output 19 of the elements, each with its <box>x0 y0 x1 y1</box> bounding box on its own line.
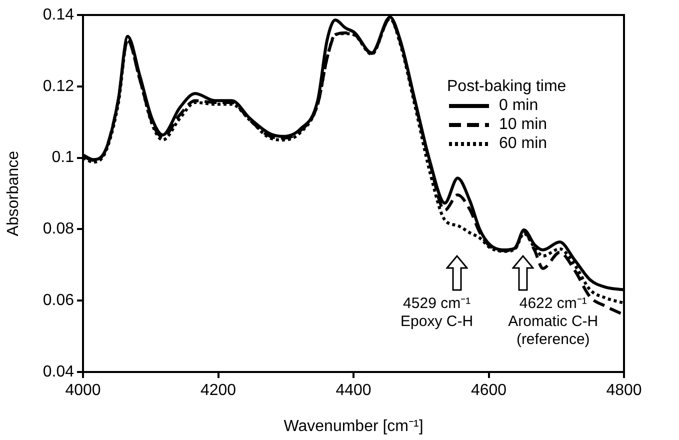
annotation: 4529 cm⁻¹ Epoxy C-H <box>400 295 474 331</box>
legend-title: Post-baking time <box>447 77 566 96</box>
y-tick-label: 0.04 <box>42 363 74 380</box>
x-tick-label: 4800 <box>606 382 642 400</box>
y-tick-label: 0.14 <box>42 6 74 24</box>
legend-label: 10 min <box>499 115 548 134</box>
y-tick-label: 0.08 <box>42 220 74 238</box>
y-tick-label: 0.1 <box>52 149 74 166</box>
y-tick-label: 0.06 <box>42 292 74 310</box>
x-tick-label: 4600 <box>470 382 507 400</box>
x-tick-label: 4400 <box>336 382 372 400</box>
legend-label: 0 min <box>499 96 538 115</box>
annotation: 4622 cm⁻¹ Aromatic C-H (reference) <box>508 295 598 349</box>
x-tick-label: 4000 <box>65 382 101 400</box>
y-axis-title: Absorbance <box>5 150 22 236</box>
legend-label: 60 min <box>499 134 548 153</box>
y-tick-label: 0.12 <box>42 78 74 95</box>
x-axis-title: Wavenumber [cm⁻¹] <box>284 418 424 435</box>
x-tick-label: 4200 <box>200 382 236 400</box>
